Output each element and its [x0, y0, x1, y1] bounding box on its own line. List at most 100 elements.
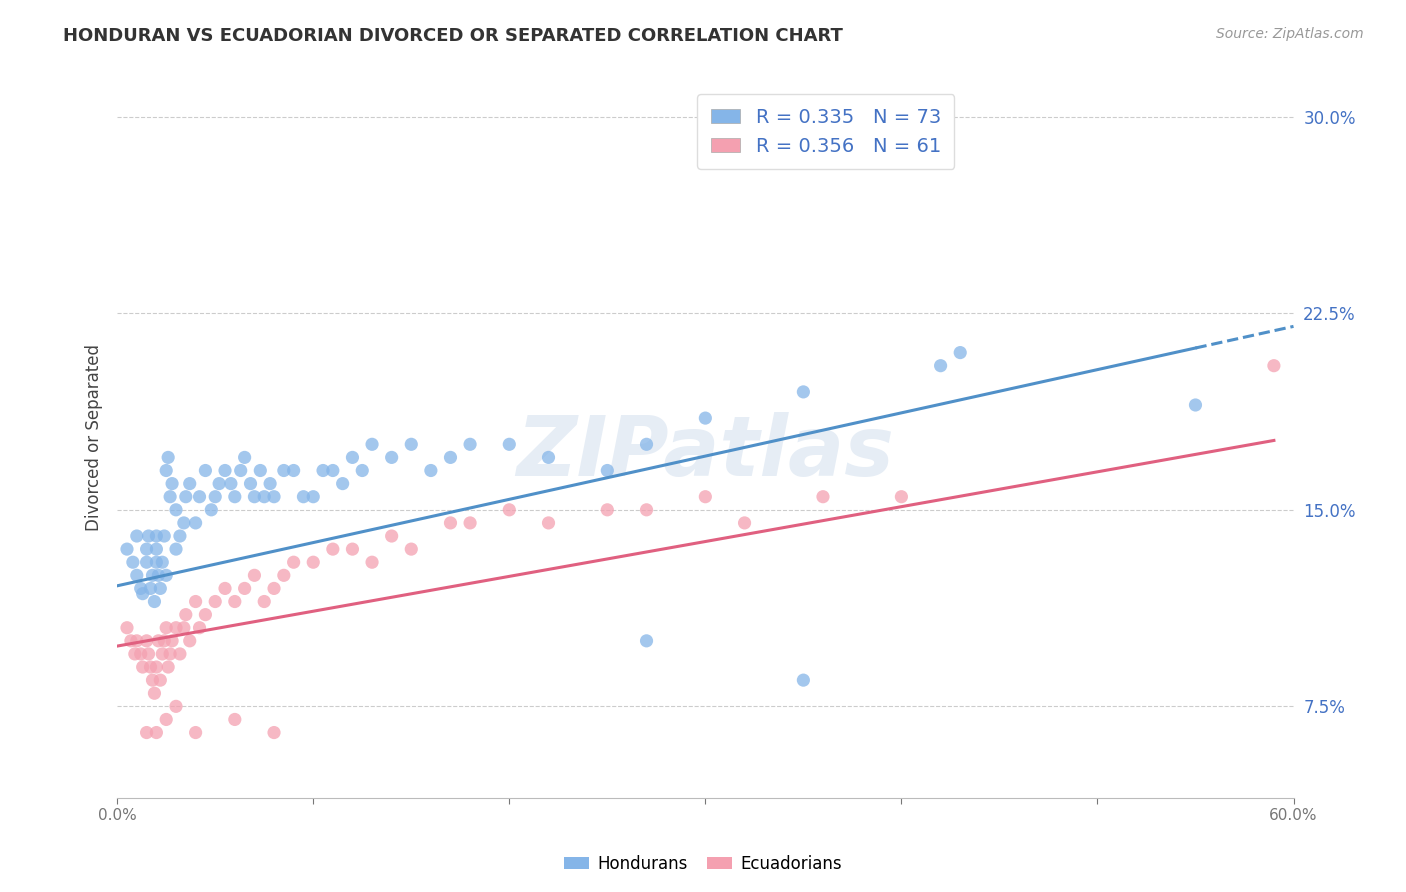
Legend: R = 0.335   N = 73, R = 0.356   N = 61: R = 0.335 N = 73, R = 0.356 N = 61: [697, 95, 955, 169]
Y-axis label: Divorced or Separated: Divorced or Separated: [86, 344, 103, 532]
Point: [155, 713, 177, 727]
Point: [157, 660, 180, 674]
Point: [135, 725, 157, 739]
Point: [263, 725, 285, 739]
Point: [165, 542, 187, 557]
Point: [120, 633, 142, 648]
Point: [233, 582, 256, 596]
Point: [224, 490, 246, 504]
Point: [122, 555, 145, 569]
Point: [302, 555, 325, 569]
Point: [165, 699, 187, 714]
Point: [292, 490, 315, 504]
Point: [131, 587, 153, 601]
Point: [695, 411, 717, 425]
Text: HONDURAN VS ECUADORIAN DIVORCED OR SEPARATED CORRELATION CHART: HONDURAN VS ECUADORIAN DIVORCED OR SEPAR…: [63, 27, 844, 45]
Point: [253, 594, 276, 608]
Point: [890, 490, 912, 504]
Point: [695, 490, 717, 504]
Point: [929, 359, 952, 373]
Point: [636, 503, 658, 517]
Point: [155, 568, 177, 582]
Point: [141, 673, 163, 687]
Point: [636, 437, 658, 451]
Point: [194, 607, 217, 622]
Point: [253, 490, 276, 504]
Point: [150, 555, 173, 569]
Point: [302, 490, 325, 504]
Point: [283, 463, 305, 477]
Point: [792, 384, 814, 399]
Point: [173, 621, 195, 635]
Point: [243, 490, 266, 504]
Point: [125, 529, 148, 543]
Point: [135, 555, 157, 569]
Text: ZIPatlas: ZIPatlas: [516, 412, 894, 492]
Point: [165, 621, 187, 635]
Point: [125, 633, 148, 648]
Point: [361, 555, 384, 569]
Point: [129, 647, 152, 661]
Point: [1184, 398, 1206, 412]
Point: [439, 516, 461, 530]
Point: [150, 647, 173, 661]
Point: [194, 463, 217, 477]
Point: [188, 490, 211, 504]
Point: [204, 490, 226, 504]
Point: [139, 660, 162, 674]
Point: [233, 450, 256, 465]
Point: [135, 542, 157, 557]
Point: [145, 542, 167, 557]
Point: [145, 555, 167, 569]
Point: [1263, 359, 1285, 373]
Point: [263, 490, 285, 504]
Point: [249, 463, 271, 477]
Point: [419, 463, 441, 477]
Point: [169, 529, 191, 543]
Point: [322, 463, 344, 477]
Point: [149, 673, 172, 687]
Point: [145, 529, 167, 543]
Point: [596, 463, 619, 477]
Point: [179, 476, 201, 491]
Point: [174, 607, 197, 622]
Point: [138, 529, 160, 543]
Point: [273, 568, 295, 582]
Point: [229, 463, 252, 477]
Point: [160, 476, 183, 491]
Point: [239, 476, 262, 491]
Point: [498, 437, 520, 451]
Point: [131, 660, 153, 674]
Point: [342, 450, 364, 465]
Point: [141, 568, 163, 582]
Legend: Hondurans, Ecuadorians: Hondurans, Ecuadorians: [557, 848, 849, 880]
Point: [184, 725, 207, 739]
Point: [159, 490, 181, 504]
Point: [458, 516, 481, 530]
Point: [283, 555, 305, 569]
Point: [184, 516, 207, 530]
Point: [139, 582, 162, 596]
Point: [155, 621, 177, 635]
Point: [636, 633, 658, 648]
Point: [143, 686, 166, 700]
Point: [596, 503, 619, 517]
Point: [125, 568, 148, 582]
Point: [184, 594, 207, 608]
Point: [153, 633, 176, 648]
Point: [200, 503, 222, 517]
Point: [145, 660, 167, 674]
Point: [179, 633, 201, 648]
Point: [259, 476, 281, 491]
Point: [169, 647, 191, 661]
Point: [124, 647, 146, 661]
Point: [155, 463, 177, 477]
Point: [537, 450, 560, 465]
Point: [312, 463, 335, 477]
Point: [273, 463, 295, 477]
Point: [439, 450, 461, 465]
Point: [219, 476, 242, 491]
Point: [153, 529, 176, 543]
Point: [157, 450, 180, 465]
Point: [224, 594, 246, 608]
